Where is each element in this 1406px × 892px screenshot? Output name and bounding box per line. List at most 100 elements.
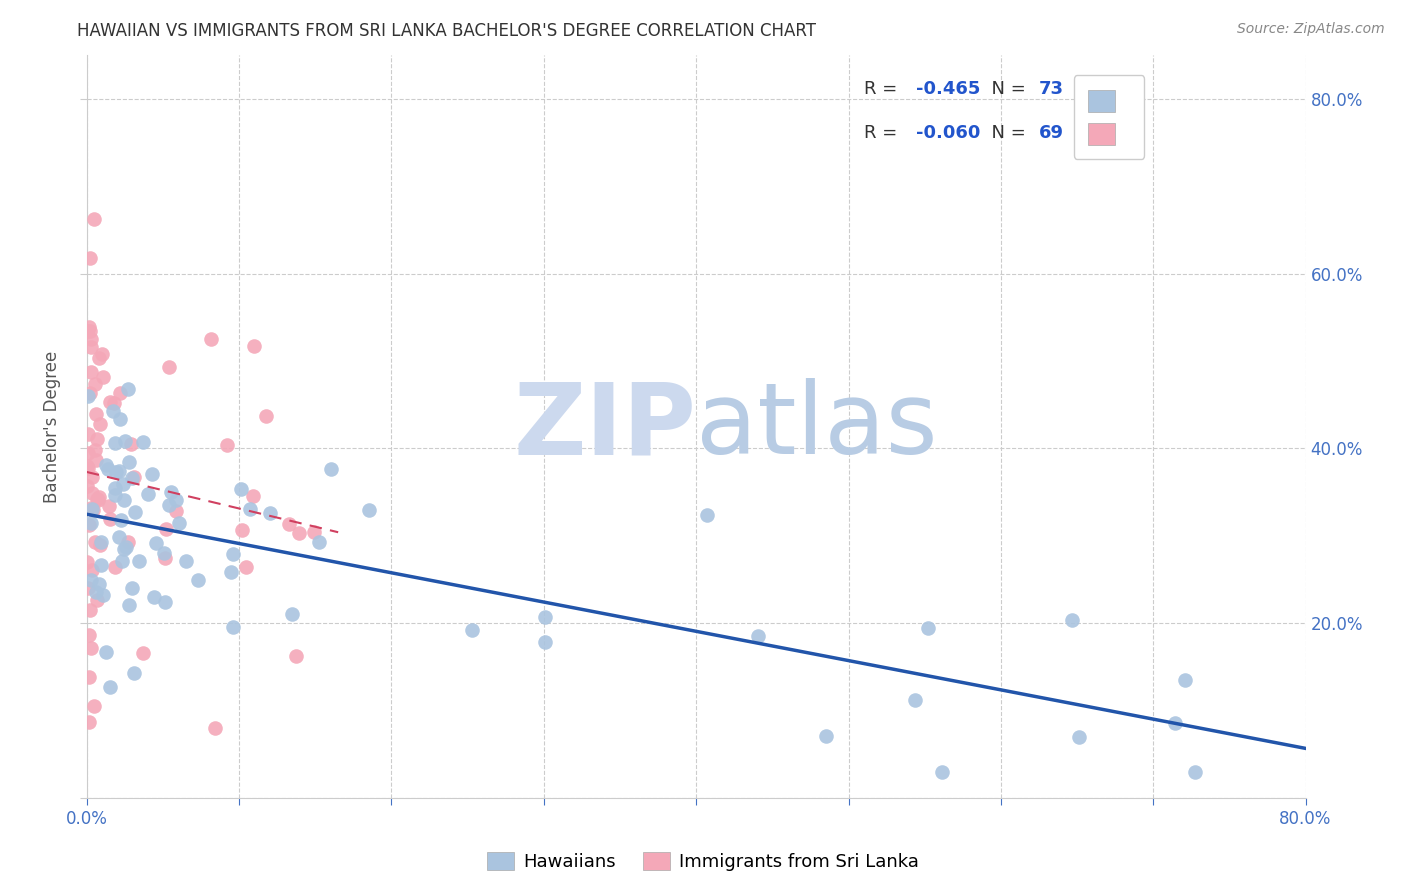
Point xyxy=(308,534,330,549)
Point xyxy=(110,411,132,425)
Text: N =: N = xyxy=(980,79,1032,97)
Point xyxy=(114,434,136,448)
Legend: , : , xyxy=(1074,75,1144,159)
Point xyxy=(98,512,121,526)
Point xyxy=(76,458,98,473)
Point xyxy=(91,370,114,384)
Point xyxy=(121,471,143,485)
Point xyxy=(304,525,326,540)
Point xyxy=(94,645,117,659)
Point xyxy=(97,500,120,514)
Point xyxy=(917,621,939,635)
Point xyxy=(98,395,121,409)
Point xyxy=(89,538,111,552)
Point xyxy=(242,490,264,504)
Point xyxy=(108,386,131,401)
Point xyxy=(84,377,107,392)
Point xyxy=(254,409,277,424)
Point xyxy=(103,396,125,410)
Point xyxy=(165,492,187,507)
Point xyxy=(84,443,107,458)
Point xyxy=(80,340,103,354)
Point xyxy=(96,461,118,475)
Point xyxy=(112,542,135,557)
Point xyxy=(285,648,308,663)
Point xyxy=(108,530,131,544)
Point xyxy=(200,332,222,346)
Point xyxy=(239,502,262,516)
Point xyxy=(1069,730,1091,744)
Point xyxy=(747,629,769,643)
Point xyxy=(77,670,100,684)
Point xyxy=(165,504,187,518)
Point xyxy=(155,522,177,536)
Point xyxy=(128,553,150,567)
Point xyxy=(112,493,135,508)
Point xyxy=(1164,716,1187,731)
Point xyxy=(112,476,135,491)
Point xyxy=(115,541,138,555)
Point xyxy=(111,554,134,568)
Point xyxy=(76,324,98,338)
Point xyxy=(87,351,110,365)
Point xyxy=(174,554,197,568)
Point xyxy=(77,320,100,334)
Point xyxy=(91,589,114,603)
Point xyxy=(1062,613,1084,627)
Point xyxy=(84,535,107,549)
Point xyxy=(287,526,309,541)
Point xyxy=(219,565,242,579)
Point xyxy=(80,500,103,515)
Point xyxy=(814,729,837,743)
Point xyxy=(87,576,110,591)
Point xyxy=(76,479,98,493)
Point xyxy=(80,332,103,346)
Point xyxy=(120,437,142,451)
Point xyxy=(153,546,176,560)
Point xyxy=(86,492,108,507)
Point xyxy=(77,518,100,533)
Point xyxy=(110,513,132,527)
Text: -0.465: -0.465 xyxy=(915,79,980,97)
Point xyxy=(76,555,98,569)
Point xyxy=(167,516,190,530)
Point xyxy=(77,389,100,403)
Point xyxy=(904,693,927,707)
Point xyxy=(77,714,100,729)
Text: HAWAIIAN VS IMMIGRANTS FROM SRI LANKA BACHELOR'S DEGREE CORRELATION CHART: HAWAIIAN VS IMMIGRANTS FROM SRI LANKA BA… xyxy=(77,22,817,40)
Point xyxy=(90,535,112,549)
Point xyxy=(86,407,108,421)
Point xyxy=(145,536,167,550)
Point xyxy=(87,493,110,508)
Point xyxy=(117,382,139,396)
Point xyxy=(84,585,107,599)
Point xyxy=(931,764,953,779)
Point xyxy=(104,488,127,502)
Point xyxy=(83,698,105,713)
Point xyxy=(153,551,176,566)
Point xyxy=(80,502,103,516)
Point xyxy=(108,464,131,478)
Point xyxy=(132,434,155,449)
Point xyxy=(122,470,145,484)
Text: ZIP: ZIP xyxy=(513,378,696,475)
Text: R =: R = xyxy=(865,79,903,97)
Point xyxy=(122,665,145,680)
Point xyxy=(77,445,100,459)
Point xyxy=(118,455,141,469)
Point xyxy=(157,360,180,375)
Point xyxy=(141,467,163,481)
Point xyxy=(80,574,103,588)
Text: R =: R = xyxy=(865,124,903,142)
Point xyxy=(157,498,180,512)
Point xyxy=(77,460,100,475)
Point xyxy=(117,535,139,549)
Text: N =: N = xyxy=(980,124,1032,142)
Point xyxy=(105,465,128,479)
Point xyxy=(84,453,107,467)
Text: -0.060: -0.060 xyxy=(915,124,980,142)
Point xyxy=(187,574,209,588)
Point xyxy=(534,635,557,649)
Point xyxy=(357,503,380,517)
Point xyxy=(153,595,176,609)
